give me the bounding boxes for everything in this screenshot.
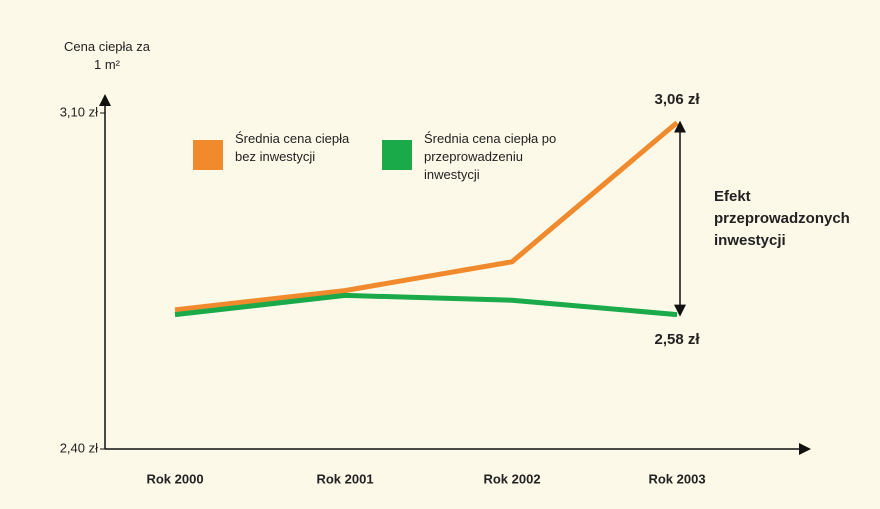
x-tick-label: Rok 2001 [316, 471, 373, 486]
line-series [174, 120, 679, 313]
line-series [174, 292, 678, 318]
y-tick-label: 2,40 zł [60, 440, 98, 455]
x-tick-label: Rok 2002 [483, 471, 540, 486]
legend-label: Średnia cena ciepła bez inwestycji [235, 131, 350, 164]
annotation: Efekt przeprowadzonych inwestycji [714, 188, 850, 249]
legend-swatch [193, 140, 223, 170]
annotation-box: Efekt przeprowadzonych inwestycji [714, 188, 850, 249]
legend-label-box: Średnia cena ciepła po przeprowadzeniu i… [424, 131, 557, 182]
annotation: 2,58 zł [654, 331, 700, 348]
legend-swatch [382, 140, 412, 170]
y-axis-label-box: Cena ciepła za 1 m² [64, 39, 150, 72]
x-tick-label: Rok 2003 [648, 471, 705, 486]
legend-label-box: Średnia cena ciepła bez inwestycji [235, 131, 350, 164]
y-tick-label: 3,10 zł [60, 104, 98, 119]
y-axis-label: Cena ciepła za 1 m² [64, 39, 150, 72]
annotation: 3,06 zł [654, 91, 700, 108]
x-tick-label: Rok 2000 [146, 471, 203, 486]
legend-label: Średnia cena ciepła po przeprowadzeniu i… [424, 131, 557, 182]
